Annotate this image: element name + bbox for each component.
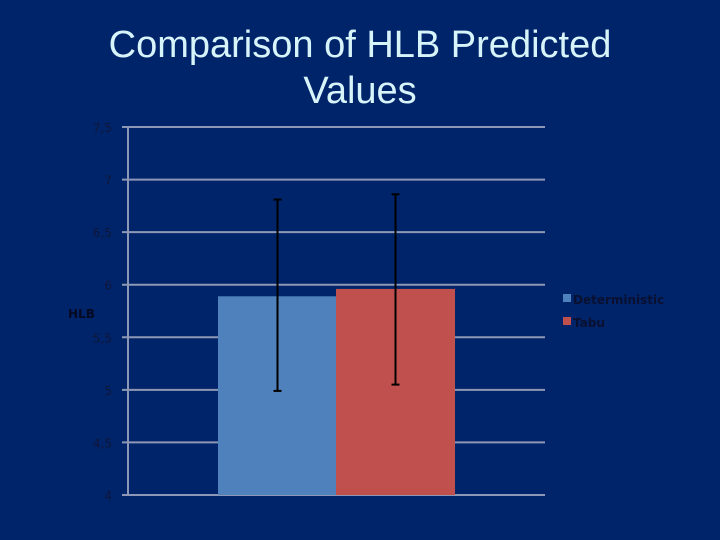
y-tick-label: 7	[104, 174, 112, 188]
y-tick-label: 4	[104, 489, 112, 503]
legend-swatch	[563, 294, 571, 302]
slide-title: Comparison of HLB Predicted Values	[0, 22, 720, 114]
y-axis: 4 4,5 5 5,5 6 6,5 7 7,5	[93, 121, 129, 503]
y-tick-label: 6	[104, 279, 112, 293]
legend: Deterministic Tabu	[563, 293, 664, 330]
legend-label: Deterministic	[573, 293, 664, 307]
legend-item-tabu: Tabu	[563, 316, 605, 330]
y-axis-title: HLB	[68, 307, 95, 321]
y-tick-label: 5,5	[93, 331, 112, 345]
y-tick-label: 7,5	[93, 121, 112, 135]
legend-label: Tabu	[573, 316, 605, 330]
error-bars	[273, 193, 400, 392]
legend-swatch	[563, 317, 571, 325]
legend-item-deterministic: Deterministic	[563, 293, 664, 307]
y-tick-label: 4,5	[93, 436, 112, 450]
y-tick-label: 5	[104, 384, 112, 398]
bars	[218, 288, 455, 495]
slide-title-line-2: Values	[303, 70, 417, 112]
y-tick-label: 6,5	[93, 226, 112, 240]
slide-title-line-1: Comparison of HLB Predicted	[108, 24, 612, 66]
